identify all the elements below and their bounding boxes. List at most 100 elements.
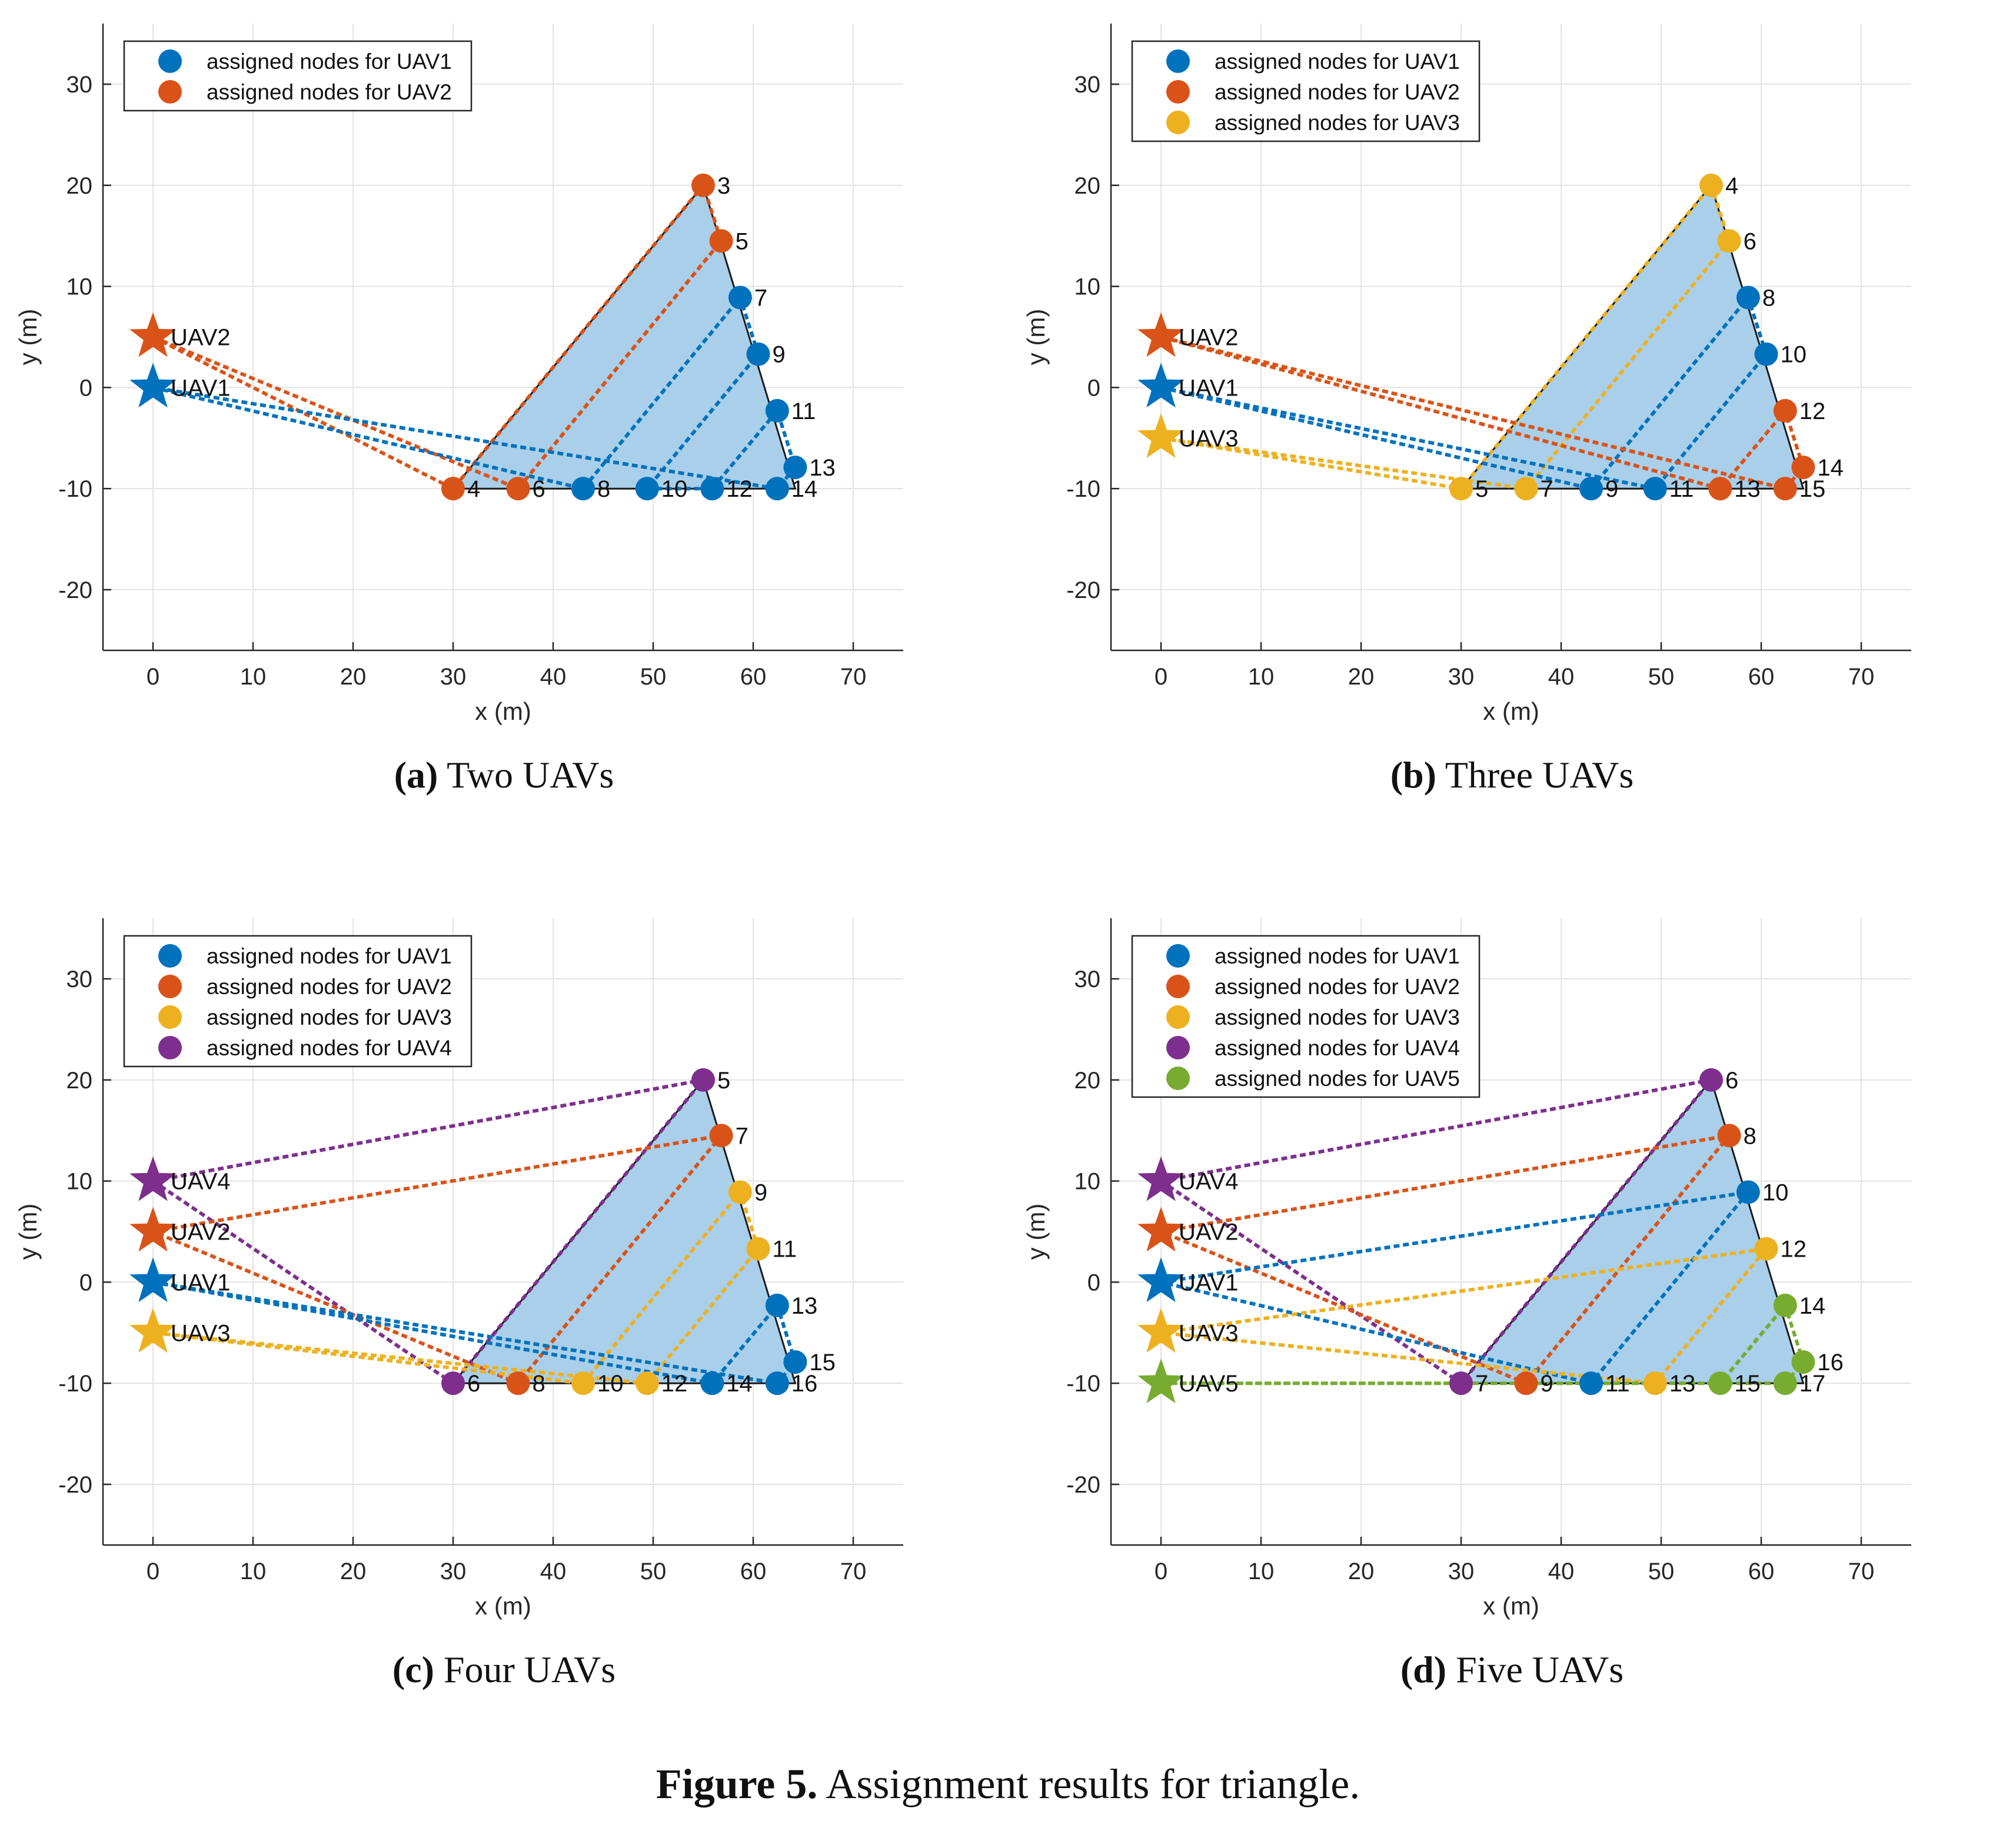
caption-a-label: (a) xyxy=(394,754,438,796)
x-tick-label: 0 xyxy=(147,1559,159,1584)
node-10 xyxy=(571,1371,595,1396)
legend-entry: assigned nodes for UAV3 xyxy=(1215,1005,1460,1029)
node-label: 13 xyxy=(791,1293,818,1319)
legend-entry: assigned nodes for UAV1 xyxy=(207,944,452,968)
uav-label: UAV2 xyxy=(171,1220,231,1245)
uav-label: UAV3 xyxy=(1179,1320,1239,1346)
y-tick-label: 0 xyxy=(1087,375,1100,401)
legend-entry: assigned nodes for UAV3 xyxy=(1215,111,1460,135)
node-14 xyxy=(1773,1293,1797,1317)
node-11 xyxy=(765,398,789,423)
y-tick-label: 30 xyxy=(1074,72,1101,98)
x-tick-label: 40 xyxy=(1548,1559,1575,1584)
caption-d-label: (d) xyxy=(1400,1649,1447,1690)
node-label: 14 xyxy=(791,476,818,502)
x-tick-label: 70 xyxy=(1848,664,1875,690)
route-uav2 xyxy=(152,1133,726,1386)
node-13 xyxy=(783,456,807,480)
node-5 xyxy=(691,1068,715,1092)
route-uav2 xyxy=(1160,335,1805,491)
uav-label: UAV1 xyxy=(171,1270,231,1295)
node-label: 11 xyxy=(791,398,816,424)
node-label: 9 xyxy=(1541,1371,1553,1397)
node-label: 8 xyxy=(1744,1123,1756,1149)
y-tick-label: 10 xyxy=(66,1169,93,1195)
node-12 xyxy=(635,1371,659,1396)
node-13 xyxy=(765,1293,789,1317)
y-tick-label: 10 xyxy=(1074,274,1101,300)
legend-box xyxy=(1131,40,1481,142)
uav-star-uav2 xyxy=(1137,312,1185,357)
y-tick-label: 0 xyxy=(79,1270,92,1295)
node-9 xyxy=(728,1180,752,1204)
node-10 xyxy=(1736,1180,1760,1204)
uav-star-uav2 xyxy=(1137,1207,1185,1252)
node-15 xyxy=(1708,1371,1732,1396)
node-label: 8 xyxy=(533,1371,545,1397)
legend-entry: assigned nodes for UAV2 xyxy=(207,975,452,999)
node-label: 5 xyxy=(717,1068,730,1094)
node-6 xyxy=(506,477,530,501)
node-16 xyxy=(765,1371,789,1396)
node-label: 7 xyxy=(1541,476,1553,502)
legend-entry: assigned nodes for UAV1 xyxy=(1215,49,1460,74)
x-tick-label: 10 xyxy=(1248,664,1275,690)
node-11 xyxy=(1643,477,1667,501)
uav-label: UAV2 xyxy=(1179,325,1239,351)
node-label: 12 xyxy=(726,476,753,502)
node-13 xyxy=(1643,1371,1667,1396)
node-8 xyxy=(571,477,595,501)
x-tick-label: 60 xyxy=(1748,1559,1775,1584)
panel-b: 0 10 20 30 40 50 60 70 30 20 10 0 -10 -20 x (m) y (m) 4 5… xyxy=(1008,0,2016,895)
caption-c-title: Four UAVs xyxy=(443,1649,616,1690)
node-label: 5 xyxy=(736,228,748,254)
node-label: 4 xyxy=(1725,173,1738,199)
node-9 xyxy=(1514,1371,1538,1396)
node-label: 10 xyxy=(661,476,688,502)
node-10 xyxy=(1754,342,1778,366)
y-tick-label: 30 xyxy=(66,966,93,992)
y-tick-label: 20 xyxy=(66,173,93,199)
y-tick-label: 30 xyxy=(66,72,93,98)
node-7 xyxy=(728,285,752,310)
legend-entry: assigned nodes for UAV2 xyxy=(1215,975,1460,999)
node-label: 10 xyxy=(597,1371,624,1397)
node-9 xyxy=(746,342,770,366)
uav-label: UAV2 xyxy=(1179,1220,1239,1245)
node-label: 11 xyxy=(1605,1371,1630,1397)
x-tick-label: 0 xyxy=(1155,1559,1167,1584)
x-tick-label: 40 xyxy=(540,1559,567,1584)
caption-d: (d) Five UAVs xyxy=(1008,1648,2016,1692)
uav-label: UAV5 xyxy=(1179,1371,1239,1397)
uav-star-uav1 xyxy=(129,1257,177,1303)
node-label: 12 xyxy=(661,1371,688,1397)
route-uav1 xyxy=(1160,294,1768,491)
node-label: 5 xyxy=(1475,476,1488,502)
node-label: 7 xyxy=(736,1123,748,1149)
node-label: 17 xyxy=(1799,1371,1826,1397)
node-5 xyxy=(1449,477,1473,501)
uav-label: UAV1 xyxy=(1179,1270,1239,1295)
legend-entry: assigned nodes for UAV2 xyxy=(1215,80,1460,104)
x-tick-label: 20 xyxy=(340,1559,367,1584)
node-12 xyxy=(1754,1237,1778,1261)
y-tick-label: 20 xyxy=(1074,1068,1101,1094)
panel-d: 0 10 20 30 40 50 60 70 30 20 10 0 -10 -20 x (m) y (m) 6 7… xyxy=(1008,895,2016,1789)
node-8 xyxy=(1717,1124,1741,1148)
y-tick-label: -20 xyxy=(58,577,92,603)
legend-entry: assigned nodes for UAV4 xyxy=(1215,1036,1460,1060)
node-label: 6 xyxy=(467,1371,480,1397)
route-uav3 xyxy=(1160,1246,1771,1386)
y-tick-label: 10 xyxy=(1074,1169,1101,1195)
y-tick-label: -10 xyxy=(1066,476,1100,502)
caption-c-label: (c) xyxy=(392,1649,434,1690)
node-label: 8 xyxy=(1762,285,1775,311)
route-uav1 xyxy=(152,294,797,491)
panel-a: 0 10 20 30 40 50 60 70 30 20 10 0 -10 -20 x (m) y (m) 3 4… xyxy=(0,0,1008,895)
node-label: 6 xyxy=(1744,228,1756,254)
uav-star-uav3 xyxy=(1137,413,1185,459)
uav-star-uav3 xyxy=(129,1308,177,1353)
x-tick-label: 50 xyxy=(640,664,667,690)
node-8 xyxy=(1736,285,1760,310)
uav-label: UAV2 xyxy=(171,325,231,351)
